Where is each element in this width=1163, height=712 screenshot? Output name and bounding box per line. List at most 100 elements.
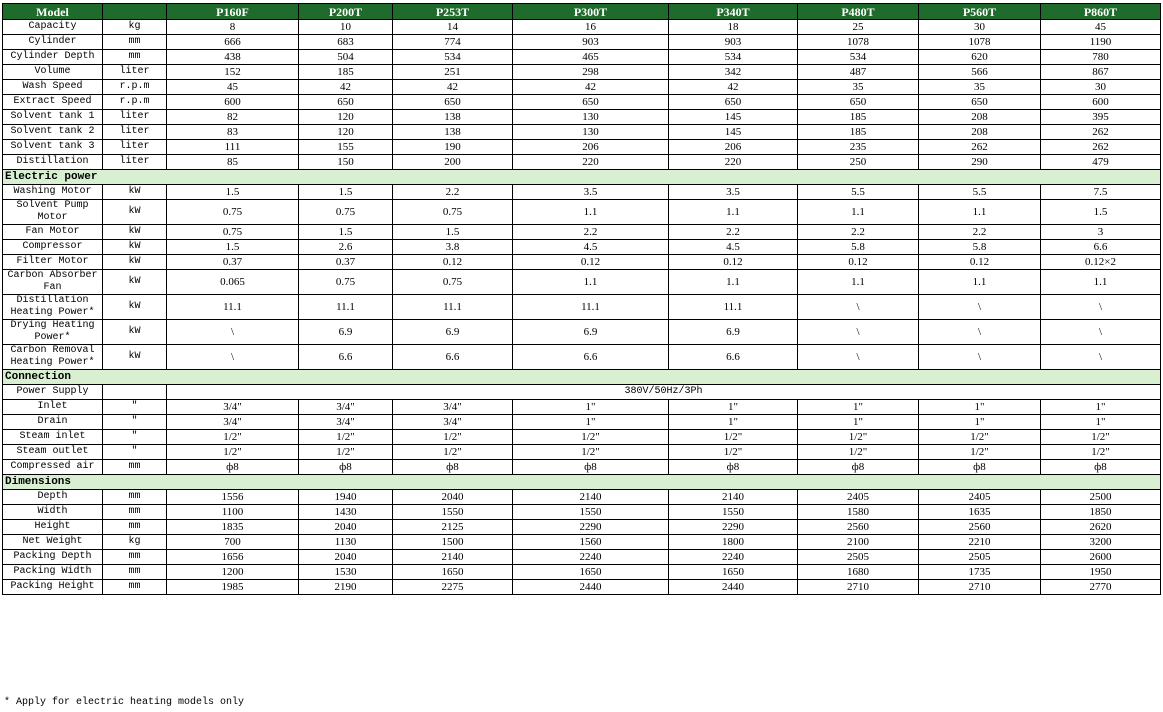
cell-value: 42 xyxy=(668,79,798,95)
cell-value: 2770 xyxy=(1040,579,1161,595)
row-label: Fan Motor xyxy=(2,224,103,240)
cell-value: 2040 xyxy=(298,549,393,565)
row-unit: kW xyxy=(102,269,167,295)
cell-value: ф8 xyxy=(298,459,393,475)
cell-value: ф8 xyxy=(797,459,919,475)
row-unit: mm xyxy=(102,519,167,535)
cell-value: 11.1 xyxy=(512,294,669,320)
cell-value: 1835 xyxy=(166,519,299,535)
cell-value: 185 xyxy=(797,124,919,140)
row-label: Packing Height xyxy=(2,579,103,595)
cell-value: 1" xyxy=(918,399,1041,415)
cell-value: 35 xyxy=(918,79,1041,95)
cell-value: 85 xyxy=(166,154,299,170)
cell-value: 4.5 xyxy=(512,239,669,255)
model-name: P160F xyxy=(166,3,299,20)
model-name: P253T xyxy=(392,3,513,20)
cell-value: 1/2" xyxy=(298,444,393,460)
row-label: Distillation xyxy=(2,154,103,170)
spec-row: Extract Speed r.p.m 600 650 650 650 650 650 650 6… xyxy=(2,94,1161,110)
cell-value: 2140 xyxy=(512,489,669,505)
cell-value: 1078 xyxy=(918,34,1041,50)
row-label: Capacity xyxy=(2,19,103,35)
cell-value: 1550 xyxy=(512,504,669,520)
cell-value: 395 xyxy=(1040,109,1161,125)
row-label: Distillation Heating Power* xyxy=(2,294,103,320)
cell-value: ф8 xyxy=(668,459,798,475)
cell-value: 145 xyxy=(668,109,798,125)
row-unit: r.p.m xyxy=(102,94,167,110)
cell-value: ф8 xyxy=(918,459,1041,475)
row-unit: " xyxy=(102,444,167,460)
cell-value: 1680 xyxy=(797,564,919,580)
cell-value: 2140 xyxy=(392,549,513,565)
cell-value: 6.6 xyxy=(668,344,798,370)
cell-value: 2240 xyxy=(668,549,798,565)
cell-value: 2290 xyxy=(668,519,798,535)
spec-sheet: Model P160F P200T P253T P300T P340T P480T P560T… xyxy=(2,3,1161,595)
row-unit: mm xyxy=(102,49,167,65)
cell-value: 1656 xyxy=(166,549,299,565)
spec-row: Capacity kg 8 10 14 16 18 25 30 45 xyxy=(2,19,1161,35)
cell-value: 1850 xyxy=(1040,504,1161,520)
cell-value: 2240 xyxy=(512,549,669,565)
cell-value: ф8 xyxy=(392,459,513,475)
cell-value: 3.8 xyxy=(392,239,513,255)
cell-value: 0.37 xyxy=(166,254,299,270)
cell-value: 6.6 xyxy=(392,344,513,370)
cell-value: 2.6 xyxy=(298,239,393,255)
cell-value: 620 xyxy=(918,49,1041,65)
cell-value: 45 xyxy=(166,79,299,95)
cell-value: 3 xyxy=(1040,224,1161,240)
cell-value: 2405 xyxy=(918,489,1041,505)
cell-value: 2.2 xyxy=(392,184,513,200)
cell-value: 0.37 xyxy=(298,254,393,270)
cell-value: 1950 xyxy=(1040,564,1161,580)
cell-value: 138 xyxy=(392,124,513,140)
cell-value: 650 xyxy=(512,94,669,110)
cell-value: 0.12 xyxy=(512,254,669,270)
cell-value: 1" xyxy=(797,414,919,430)
cell-value: 4.5 xyxy=(668,239,798,255)
row-label: Width xyxy=(2,504,103,520)
cell-value: 2290 xyxy=(512,519,669,535)
cell-value: 1" xyxy=(668,399,798,415)
cell-value: 10 xyxy=(298,19,393,35)
cell-value: 2710 xyxy=(918,579,1041,595)
cell-value: 11.1 xyxy=(668,294,798,320)
cell-value: 1/2" xyxy=(166,429,299,445)
cell-value: 120 xyxy=(298,124,393,140)
row-label: Drain xyxy=(2,414,103,430)
cell-value: 1/2" xyxy=(1040,444,1161,460)
cell-value: 251 xyxy=(392,64,513,80)
cell-value: 534 xyxy=(668,49,798,65)
cell-value: 235 xyxy=(797,139,919,155)
row-unit: mm xyxy=(102,459,167,475)
cell-value: 1" xyxy=(1040,399,1161,415)
cell-value: 1" xyxy=(668,414,798,430)
cell-value: ф8 xyxy=(512,459,669,475)
cell-value: 487 xyxy=(797,64,919,80)
cell-value: 1" xyxy=(512,414,669,430)
cell-value: 1/2" xyxy=(797,429,919,445)
row-unit: kW xyxy=(102,239,167,255)
cell-value: 438 xyxy=(166,49,299,65)
cell-value: 42 xyxy=(512,79,669,95)
row-unit: kg xyxy=(102,19,167,35)
spec-row: Wash Speed r.p.m 45 42 42 42 42 35 35 30 xyxy=(2,79,1161,95)
cell-value: 1" xyxy=(1040,414,1161,430)
cell-value: 1/2" xyxy=(392,444,513,460)
cell-value: 650 xyxy=(797,94,919,110)
row-unit: mm xyxy=(102,504,167,520)
cell-value: 1.1 xyxy=(918,269,1041,295)
cell-value: 780 xyxy=(1040,49,1161,65)
cell-value: 1940 xyxy=(298,489,393,505)
cell-value: 2125 xyxy=(392,519,513,535)
row-label: Filter Motor xyxy=(2,254,103,270)
spec-row: Carbon Removal Heating Power* kW \ 6.6 6.6 6.… xyxy=(2,344,1161,370)
row-label: Washing Motor xyxy=(2,184,103,200)
cell-value: 534 xyxy=(392,49,513,65)
cell-value: 1635 xyxy=(918,504,1041,520)
cell-value: \ xyxy=(918,294,1041,320)
spec-row: Cylinder Depth mm 438 504 534 465 534 534 620 780 xyxy=(2,49,1161,65)
